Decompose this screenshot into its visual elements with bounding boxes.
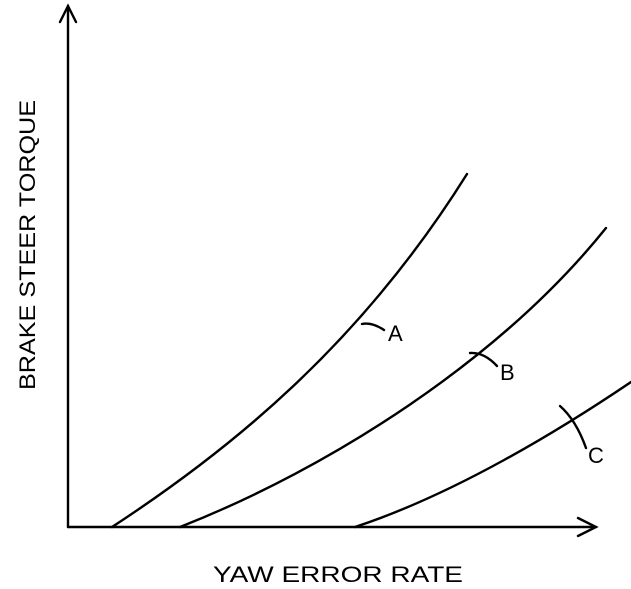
x-arrow [576, 516, 599, 538]
x-axis-label: YAW ERROR RATE [213, 562, 463, 587]
y-arrow [58, 3, 78, 24]
leader-c [558, 404, 588, 450]
curve-b [178, 226, 608, 529]
curve-c [353, 380, 631, 529]
leader-b [468, 351, 499, 368]
y-axis-label: BRAKE STEER TORQUE [15, 100, 40, 390]
curve-a [110, 172, 469, 529]
curve-label: B [500, 360, 515, 385]
curve-label: C [588, 443, 604, 468]
leader-a [360, 322, 386, 332]
curve-label: A [388, 321, 403, 346]
